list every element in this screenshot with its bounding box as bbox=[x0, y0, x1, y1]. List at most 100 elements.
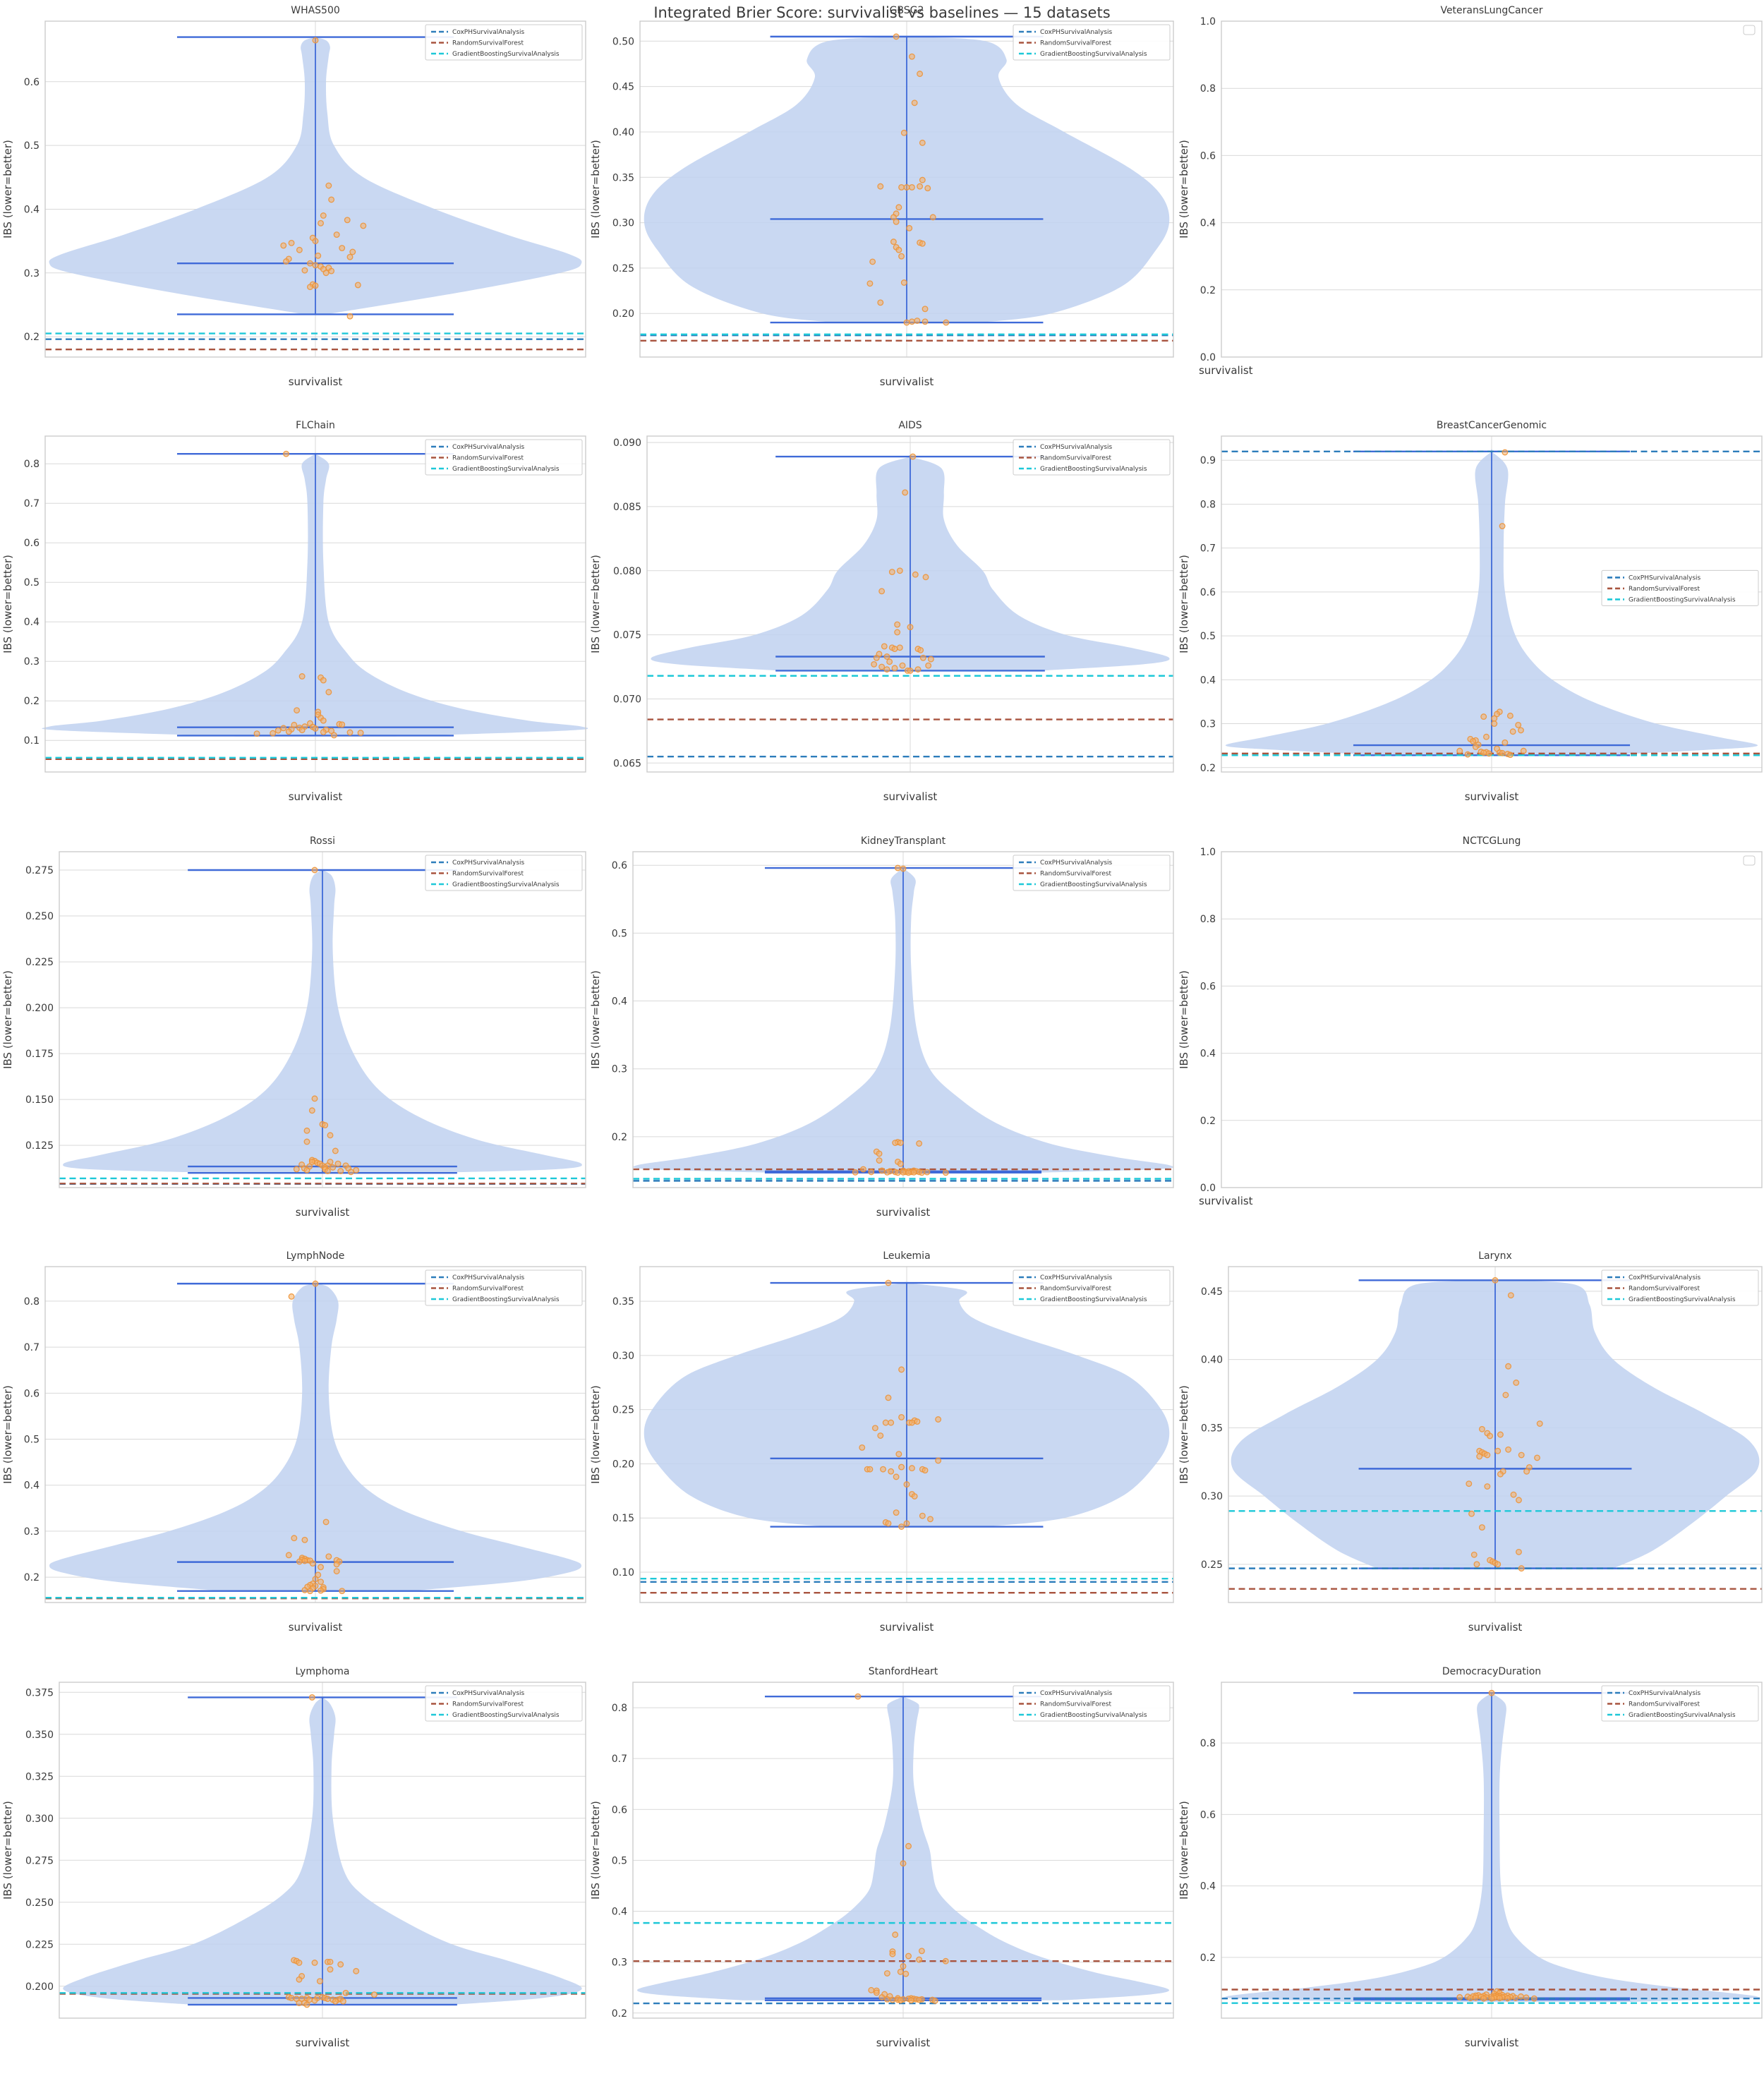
data-point bbox=[1515, 1497, 1522, 1504]
data-point bbox=[311, 1997, 318, 2004]
data-point bbox=[878, 1167, 886, 1174]
y-tick-label: 0.9 bbox=[1200, 456, 1215, 467]
data-point bbox=[283, 258, 289, 265]
data-point bbox=[884, 1996, 891, 2003]
data-point bbox=[885, 1394, 892, 1401]
x-tick-label: survivalist bbox=[296, 2036, 350, 2049]
x-tick-label: survivalist bbox=[880, 1621, 934, 1634]
data-point bbox=[919, 1947, 926, 1954]
data-point bbox=[312, 238, 319, 245]
y-tick-label: 0.6 bbox=[24, 1389, 40, 1400]
data-point bbox=[330, 1164, 337, 1171]
data-point bbox=[1492, 1277, 1499, 1284]
legend-box bbox=[1601, 1685, 1759, 1722]
plot-NCTCGLung: NCTCGLung 0.0 0.2 0.4 0.6 0.8 1.0 survivalist IB… bbox=[1178, 835, 1763, 1207]
data-point bbox=[1518, 1565, 1525, 1572]
data-point bbox=[1523, 1468, 1530, 1475]
data-point bbox=[907, 624, 914, 631]
data-point bbox=[311, 1095, 318, 1102]
y-tick-label: 0.8 bbox=[24, 1296, 40, 1308]
y-tick-label: 0.2 bbox=[1200, 285, 1215, 296]
data-point bbox=[342, 1989, 349, 1996]
data-point bbox=[891, 665, 898, 672]
data-point bbox=[1493, 711, 1500, 718]
data-point bbox=[914, 1418, 921, 1425]
legend-label: GradientBoostingSurvivalAnalysis bbox=[452, 466, 560, 473]
data-point bbox=[1506, 713, 1514, 720]
legend-label: GradientBoostingSurvivalAnalysis bbox=[1629, 1296, 1736, 1303]
data-point bbox=[347, 1169, 354, 1176]
data-point bbox=[330, 732, 337, 739]
y-tick-label: 0.40 bbox=[612, 127, 634, 138]
data-point bbox=[888, 1468, 895, 1475]
y-tick-label: 0.3 bbox=[1200, 719, 1215, 730]
data-point bbox=[333, 1568, 340, 1575]
data-point bbox=[924, 185, 931, 192]
y-axis-label: IBS (lower=better) bbox=[1178, 140, 1190, 239]
y-tick-label: 0.2 bbox=[1200, 1116, 1215, 1127]
data-point bbox=[889, 1950, 896, 1957]
y-tick-label: 0.2 bbox=[1200, 763, 1215, 774]
data-point bbox=[854, 1693, 862, 1700]
data-point bbox=[898, 253, 905, 260]
data-point bbox=[892, 1139, 899, 1146]
legend-label: CoxPHSurvivalAnalysis bbox=[452, 1690, 525, 1697]
legend-box bbox=[1013, 1685, 1171, 1722]
y-axis-label: IBS (lower=better) bbox=[589, 1801, 602, 1900]
data-point bbox=[917, 183, 924, 190]
y-axis-label: IBS (lower=better) bbox=[1178, 555, 1190, 653]
data-point bbox=[897, 567, 904, 574]
y-tick-label: 0.2 bbox=[612, 2008, 627, 2019]
data-point bbox=[283, 451, 289, 458]
y-tick-label: 0.0 bbox=[1200, 1183, 1215, 1194]
data-point bbox=[320, 718, 327, 725]
data-point bbox=[1490, 716, 1497, 722]
data-point bbox=[912, 99, 918, 107]
legend: CoxPHSurvivalAnalysis RandomSurvivalFores… bbox=[1601, 1269, 1759, 1306]
subplot-KidneyTransplant: KidneyTransplant 0.2 0.3 0.4 0.5 0.6 CoxPHSurv… bbox=[588, 831, 1176, 1245]
y-tick-label: 0.4 bbox=[612, 1906, 627, 1917]
data-point bbox=[324, 1995, 331, 2002]
data-point bbox=[1536, 1420, 1543, 1428]
x-tick-label: survivalist bbox=[289, 1621, 343, 1634]
legend-box bbox=[425, 24, 583, 61]
y-tick-label: 0.075 bbox=[613, 630, 641, 641]
data-point bbox=[339, 1998, 346, 2005]
data-point bbox=[1506, 752, 1514, 759]
legend: CoxPHSurvivalAnalysis RandomSurvivalFores… bbox=[1601, 1685, 1759, 1722]
y-tick-label: 0.5 bbox=[612, 1855, 627, 1866]
data-point bbox=[354, 282, 361, 289]
data-point bbox=[296, 1558, 303, 1565]
data-point bbox=[925, 663, 932, 670]
data-point bbox=[318, 219, 324, 227]
y-tick-label: 0.6 bbox=[1200, 587, 1215, 598]
data-point bbox=[898, 1968, 905, 1975]
data-point bbox=[333, 1561, 340, 1568]
y-tick-label: 0.5 bbox=[24, 578, 40, 589]
data-point bbox=[919, 176, 926, 183]
data-point bbox=[301, 1587, 308, 1594]
legend-box-empty bbox=[1743, 25, 1756, 35]
legend-label: GradientBoostingSurvivalAnalysis bbox=[1040, 51, 1147, 58]
legend: CoxPHSurvivalAnalysis RandomSurvivalFores… bbox=[1013, 24, 1171, 61]
plot-VeteransLungCancer: VeteransLungCancer 0.0 0.2 0.4 0.6 0.8 1.0 surv… bbox=[1178, 5, 1763, 377]
data-point bbox=[332, 1998, 339, 2005]
data-point bbox=[874, 655, 881, 662]
data-point bbox=[1485, 750, 1492, 757]
data-point bbox=[922, 306, 929, 313]
data-point bbox=[303, 2001, 310, 2008]
data-point bbox=[922, 1467, 929, 1474]
data-point bbox=[312, 262, 319, 269]
legend-label: CoxPHSurvivalAnalysis bbox=[452, 1274, 525, 1281]
data-point bbox=[357, 730, 364, 737]
y-tick-label: 0.6 bbox=[612, 1804, 627, 1816]
subplot-Leukemia: Leukemia 0.10 0.15 0.20 0.25 0.30 0.35 CoxPHSur… bbox=[588, 1245, 1176, 1660]
data-point bbox=[901, 279, 908, 286]
data-point bbox=[912, 1493, 918, 1500]
y-tick-label: 0.3 bbox=[24, 657, 40, 668]
data-point bbox=[1512, 1994, 1519, 2001]
data-point bbox=[910, 1169, 917, 1176]
legend-label: RandomSurvivalForest bbox=[452, 455, 524, 462]
y-tick-label: 0.20 bbox=[612, 1459, 634, 1471]
